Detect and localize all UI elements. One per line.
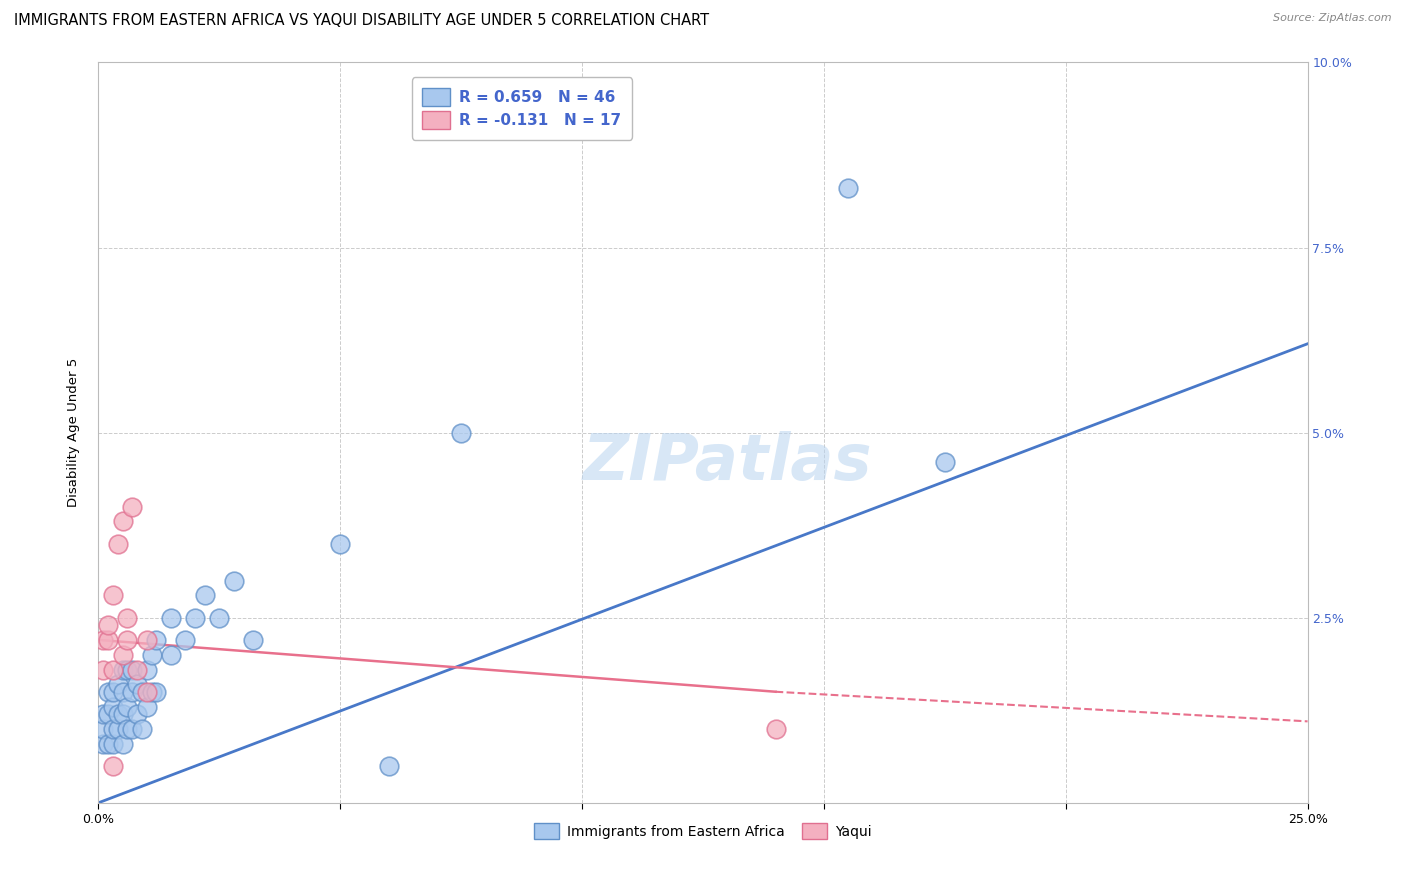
- Point: [101, 685, 124, 699]
- Point: [141, 648, 163, 662]
- Point: [121, 685, 143, 699]
- Point: [107, 536, 129, 550]
- Point: [111, 706, 134, 721]
- Point: [111, 737, 134, 751]
- Text: IMMIGRANTS FROM EASTERN AFRICA VS YAQUI DISABILITY AGE UNDER 5 CORRELATION CHART: IMMIGRANTS FROM EASTERN AFRICA VS YAQUI …: [14, 13, 709, 29]
- Point: [765, 722, 787, 736]
- Point: [107, 677, 129, 691]
- Point: [97, 706, 120, 721]
- Legend: Immigrants from Eastern Africa, Yaqui: Immigrants from Eastern Africa, Yaqui: [526, 815, 880, 847]
- Point: [837, 181, 859, 195]
- Point: [97, 632, 120, 647]
- Point: [97, 685, 120, 699]
- Point: [111, 515, 134, 529]
- Point: [101, 737, 124, 751]
- Point: [91, 663, 114, 677]
- Point: [91, 706, 114, 721]
- Point: [117, 610, 139, 624]
- Point: [127, 663, 149, 677]
- Point: [145, 685, 167, 699]
- Point: [91, 722, 114, 736]
- Point: [111, 663, 134, 677]
- Text: Source: ZipAtlas.com: Source: ZipAtlas.com: [1274, 13, 1392, 23]
- Point: [121, 500, 143, 514]
- Text: ZIPatlas: ZIPatlas: [582, 431, 872, 493]
- Point: [101, 699, 124, 714]
- Point: [97, 737, 120, 751]
- Point: [934, 455, 956, 469]
- Point: [101, 758, 124, 772]
- Point: [174, 632, 197, 647]
- Point: [135, 685, 157, 699]
- Point: [222, 574, 245, 588]
- Point: [242, 632, 264, 647]
- Point: [184, 610, 207, 624]
- Point: [141, 685, 163, 699]
- Point: [194, 589, 217, 603]
- Point: [131, 722, 153, 736]
- Point: [91, 632, 114, 647]
- Point: [208, 610, 231, 624]
- Point: [111, 648, 134, 662]
- Point: [117, 699, 139, 714]
- Point: [117, 722, 139, 736]
- Point: [329, 536, 352, 550]
- Point: [101, 663, 124, 677]
- Point: [160, 610, 183, 624]
- Point: [145, 632, 167, 647]
- Point: [107, 706, 129, 721]
- Point: [127, 706, 149, 721]
- Point: [101, 722, 124, 736]
- Point: [135, 663, 157, 677]
- Point: [127, 677, 149, 691]
- Point: [107, 722, 129, 736]
- Point: [160, 648, 183, 662]
- Point: [101, 589, 124, 603]
- Point: [121, 722, 143, 736]
- Point: [91, 737, 114, 751]
- Point: [131, 685, 153, 699]
- Point: [117, 632, 139, 647]
- Point: [111, 685, 134, 699]
- Point: [121, 663, 143, 677]
- Point: [377, 758, 399, 772]
- Point: [117, 663, 139, 677]
- Point: [135, 699, 157, 714]
- Point: [135, 632, 157, 647]
- Y-axis label: Disability Age Under 5: Disability Age Under 5: [66, 358, 80, 508]
- Point: [450, 425, 472, 440]
- Point: [97, 618, 120, 632]
